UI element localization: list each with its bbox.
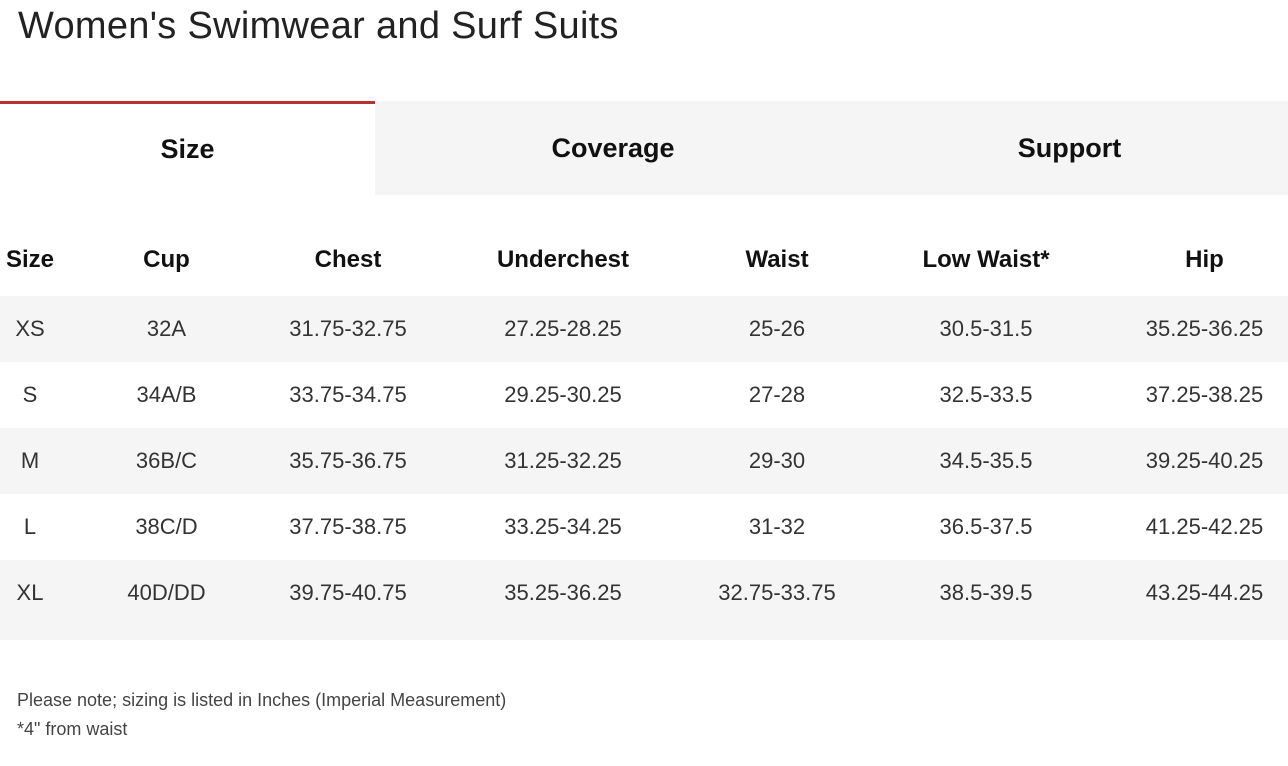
cell-cup: 38C/D [135,514,198,539]
cell-size: L [23,514,37,539]
cell-waist: 27-28 [748,382,806,407]
column-header-size: Size [5,246,55,273]
tab-size[interactable]: Size [0,101,375,195]
cell-underchest: 35.25-36.25 [504,580,622,605]
tab-coverage[interactable]: Coverage [375,101,851,195]
cell-chest: 37.75-38.75 [289,514,407,539]
cell-chest: 35.75-36.75 [289,448,407,473]
column-header-hip: Hip [1185,246,1224,273]
cell-waist: 29-30 [748,448,806,473]
cell-hip: 37.25-38.25 [1145,382,1264,407]
column-header-chest: Chest [314,246,382,273]
cell-low-waist: 32.5-33.5 [939,382,1033,407]
cell-hip: 35.25-36.25 [1145,316,1264,341]
cell-size: S [22,382,38,407]
cell-underchest: 33.25-34.25 [504,514,622,539]
cell-low-waist: 34.5-35.5 [939,448,1033,473]
cell-waist: 25-26 [748,316,806,341]
cell-low-waist: 30.5-31.5 [939,316,1033,341]
cell-low-waist: 38.5-39.5 [939,580,1033,605]
sizing-notes: Please note; sizing is listed in Inches … [17,686,506,744]
cell-low-waist: 36.5-37.5 [939,514,1033,539]
cell-chest: 33.75-34.75 [289,382,407,407]
cell-size: XL [16,580,44,605]
cell-cup: 40D/DD [127,580,206,605]
cell-waist: 32.75-33.75 [718,580,836,605]
column-header-underchest: Underchest [496,246,630,273]
cell-underchest: 29.25-30.25 [504,382,622,407]
column-header-waist: Waist [745,246,809,273]
tab-bar: Size Coverage Support [0,101,1288,195]
cell-underchest: 31.25-32.25 [504,448,622,473]
page-title: Women's Swimwear and Surf Suits [18,5,619,47]
cell-cup: 32A [146,316,187,341]
cell-hip: 43.25-44.25 [1145,580,1264,605]
low-waist-footnote: *4" from waist [17,719,128,739]
cell-cup: 34A/B [136,382,197,407]
cell-waist: 31-32 [748,514,806,539]
table-header-row: Size Cup Chest Underchest Waist Low Wais… [0,224,1288,296]
table-row: S 34A/B 33.75-34.75 29.25-30.25 27-28 32… [0,362,1288,428]
cell-size: XS [15,316,45,341]
imperial-measurement-note: Please note; sizing is listed in Inches … [17,690,507,710]
tab-support[interactable]: Support [851,101,1288,195]
cell-chest: 39.75-40.75 [289,580,407,605]
cell-cup: 36B/C [135,448,198,473]
column-header-low-waist: Low Waist* [922,246,1050,273]
cell-underchest: 27.25-28.25 [504,316,622,341]
table-row: M 36B/C 35.75-36.75 31.25-32.25 29-30 34… [0,428,1288,494]
table-row: XL 40D/DD 39.75-40.75 35.25-36.25 32.75-… [0,560,1288,640]
cell-hip: 39.25-40.25 [1145,448,1264,473]
table-row: XS 32A 31.75-32.75 27.25-28.25 25-26 30.… [0,296,1288,362]
size-chart-table: Size Cup Chest Underchest Waist Low Wais… [0,224,1288,640]
cell-chest: 31.75-32.75 [289,316,407,341]
cell-size: M [20,448,40,473]
cell-hip: 41.25-42.25 [1145,514,1264,539]
column-header-cup: Cup [143,246,190,273]
table-row: L 38C/D 37.75-38.75 33.25-34.25 31-32 36… [0,494,1288,560]
